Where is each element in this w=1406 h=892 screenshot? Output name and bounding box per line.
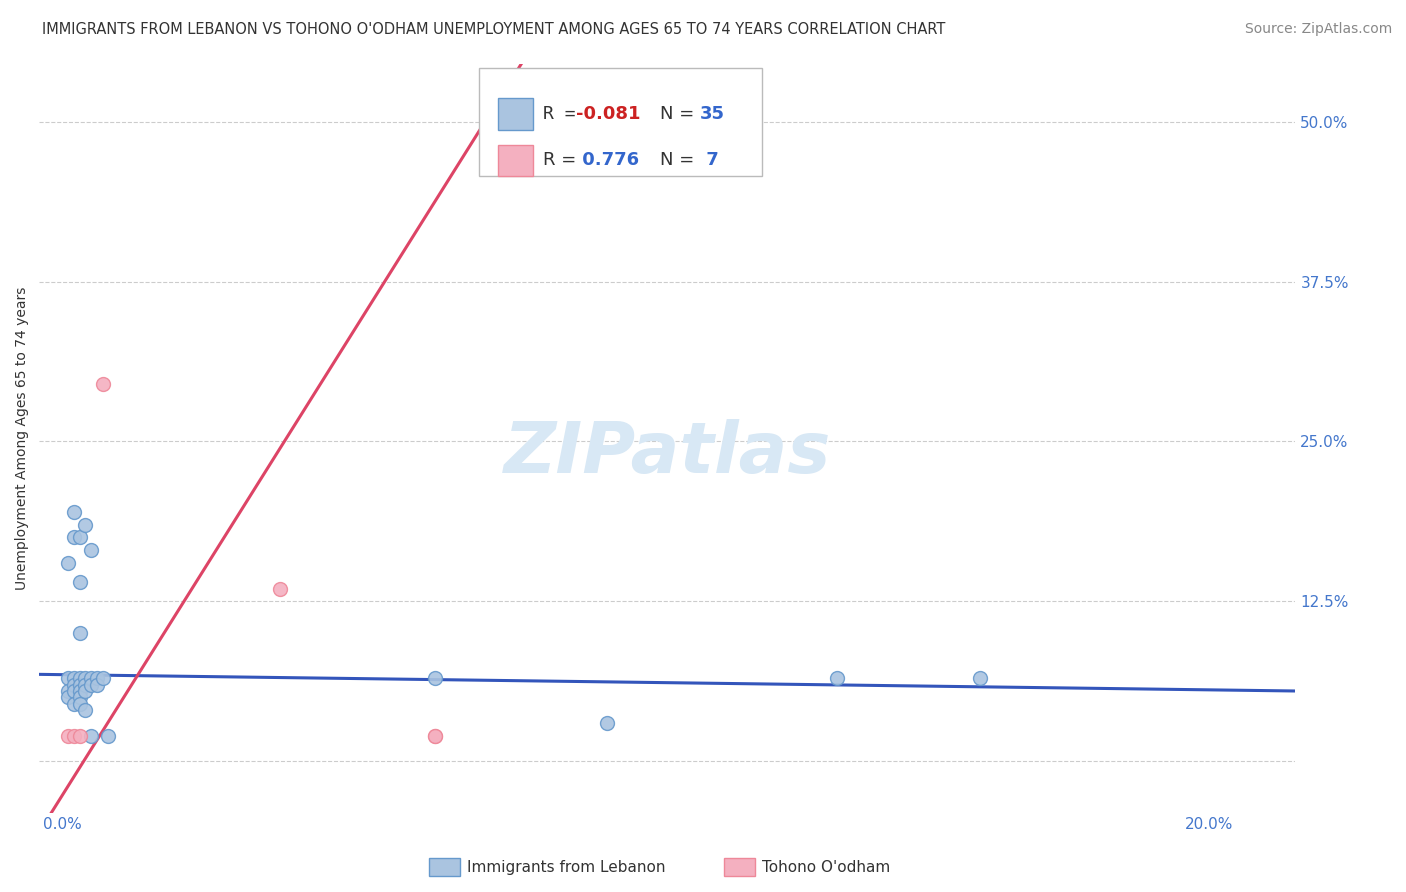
Point [69,575,91,590]
Point [80,677,103,691]
FancyBboxPatch shape [479,68,762,177]
Point [56,556,79,570]
Point [69,729,91,743]
Point [596,716,619,731]
Point [269,582,291,596]
Text: R =: R = [543,152,582,169]
Point [69,677,91,691]
Y-axis label: Unemployment Among Ages 65 to 74 years: Unemployment Among Ages 65 to 74 years [15,286,30,590]
Point [63,677,86,691]
Text: R =: R = [543,105,586,123]
Point [75,684,97,698]
Point [69,531,91,545]
Point [63,531,86,545]
Point [75,703,97,717]
Point [56,729,79,743]
Point [63,729,86,743]
Point [69,697,91,711]
Bar [498,145,533,177]
Point [56,684,79,698]
Point [69,671,91,685]
Point [63,684,86,698]
Point [56,690,79,705]
Text: -0.081: -0.081 [575,105,640,123]
Text: IMMIGRANTS FROM LEBANON VS TOHONO O'ODHAM UNEMPLOYMENT AMONG AGES 65 TO 74 YEARS: IMMIGRANTS FROM LEBANON VS TOHONO O'ODHA… [42,22,946,37]
Text: ZIPatlas: ZIPatlas [503,418,831,488]
Point [75,677,97,691]
Text: 0.776: 0.776 [575,152,638,169]
Point [63,697,86,711]
Point [80,543,103,558]
Point [86,677,108,691]
Point [86,671,108,685]
Point [423,671,446,685]
Text: N =: N = [659,152,700,169]
Point [80,729,103,743]
Point [91,671,114,685]
Point [56,671,79,685]
Point [969,671,991,685]
Point [80,671,103,685]
Point [69,684,91,698]
Text: 35: 35 [700,105,725,123]
Point [69,690,91,705]
Point [69,626,91,640]
Point [75,671,97,685]
Text: N =: N = [659,105,700,123]
Point [91,376,114,391]
Point [423,729,446,743]
Text: Source: ZipAtlas.com: Source: ZipAtlas.com [1244,22,1392,37]
Bar [498,98,533,129]
Point [97,729,120,743]
Text: 7: 7 [700,152,718,169]
Point [63,505,86,519]
Point [825,671,848,685]
Point [75,517,97,532]
Text: Immigrants from Lebanon: Immigrants from Lebanon [467,860,665,874]
Text: Tohono O'odham: Tohono O'odham [762,860,890,874]
Point [63,671,86,685]
Point [423,729,446,743]
